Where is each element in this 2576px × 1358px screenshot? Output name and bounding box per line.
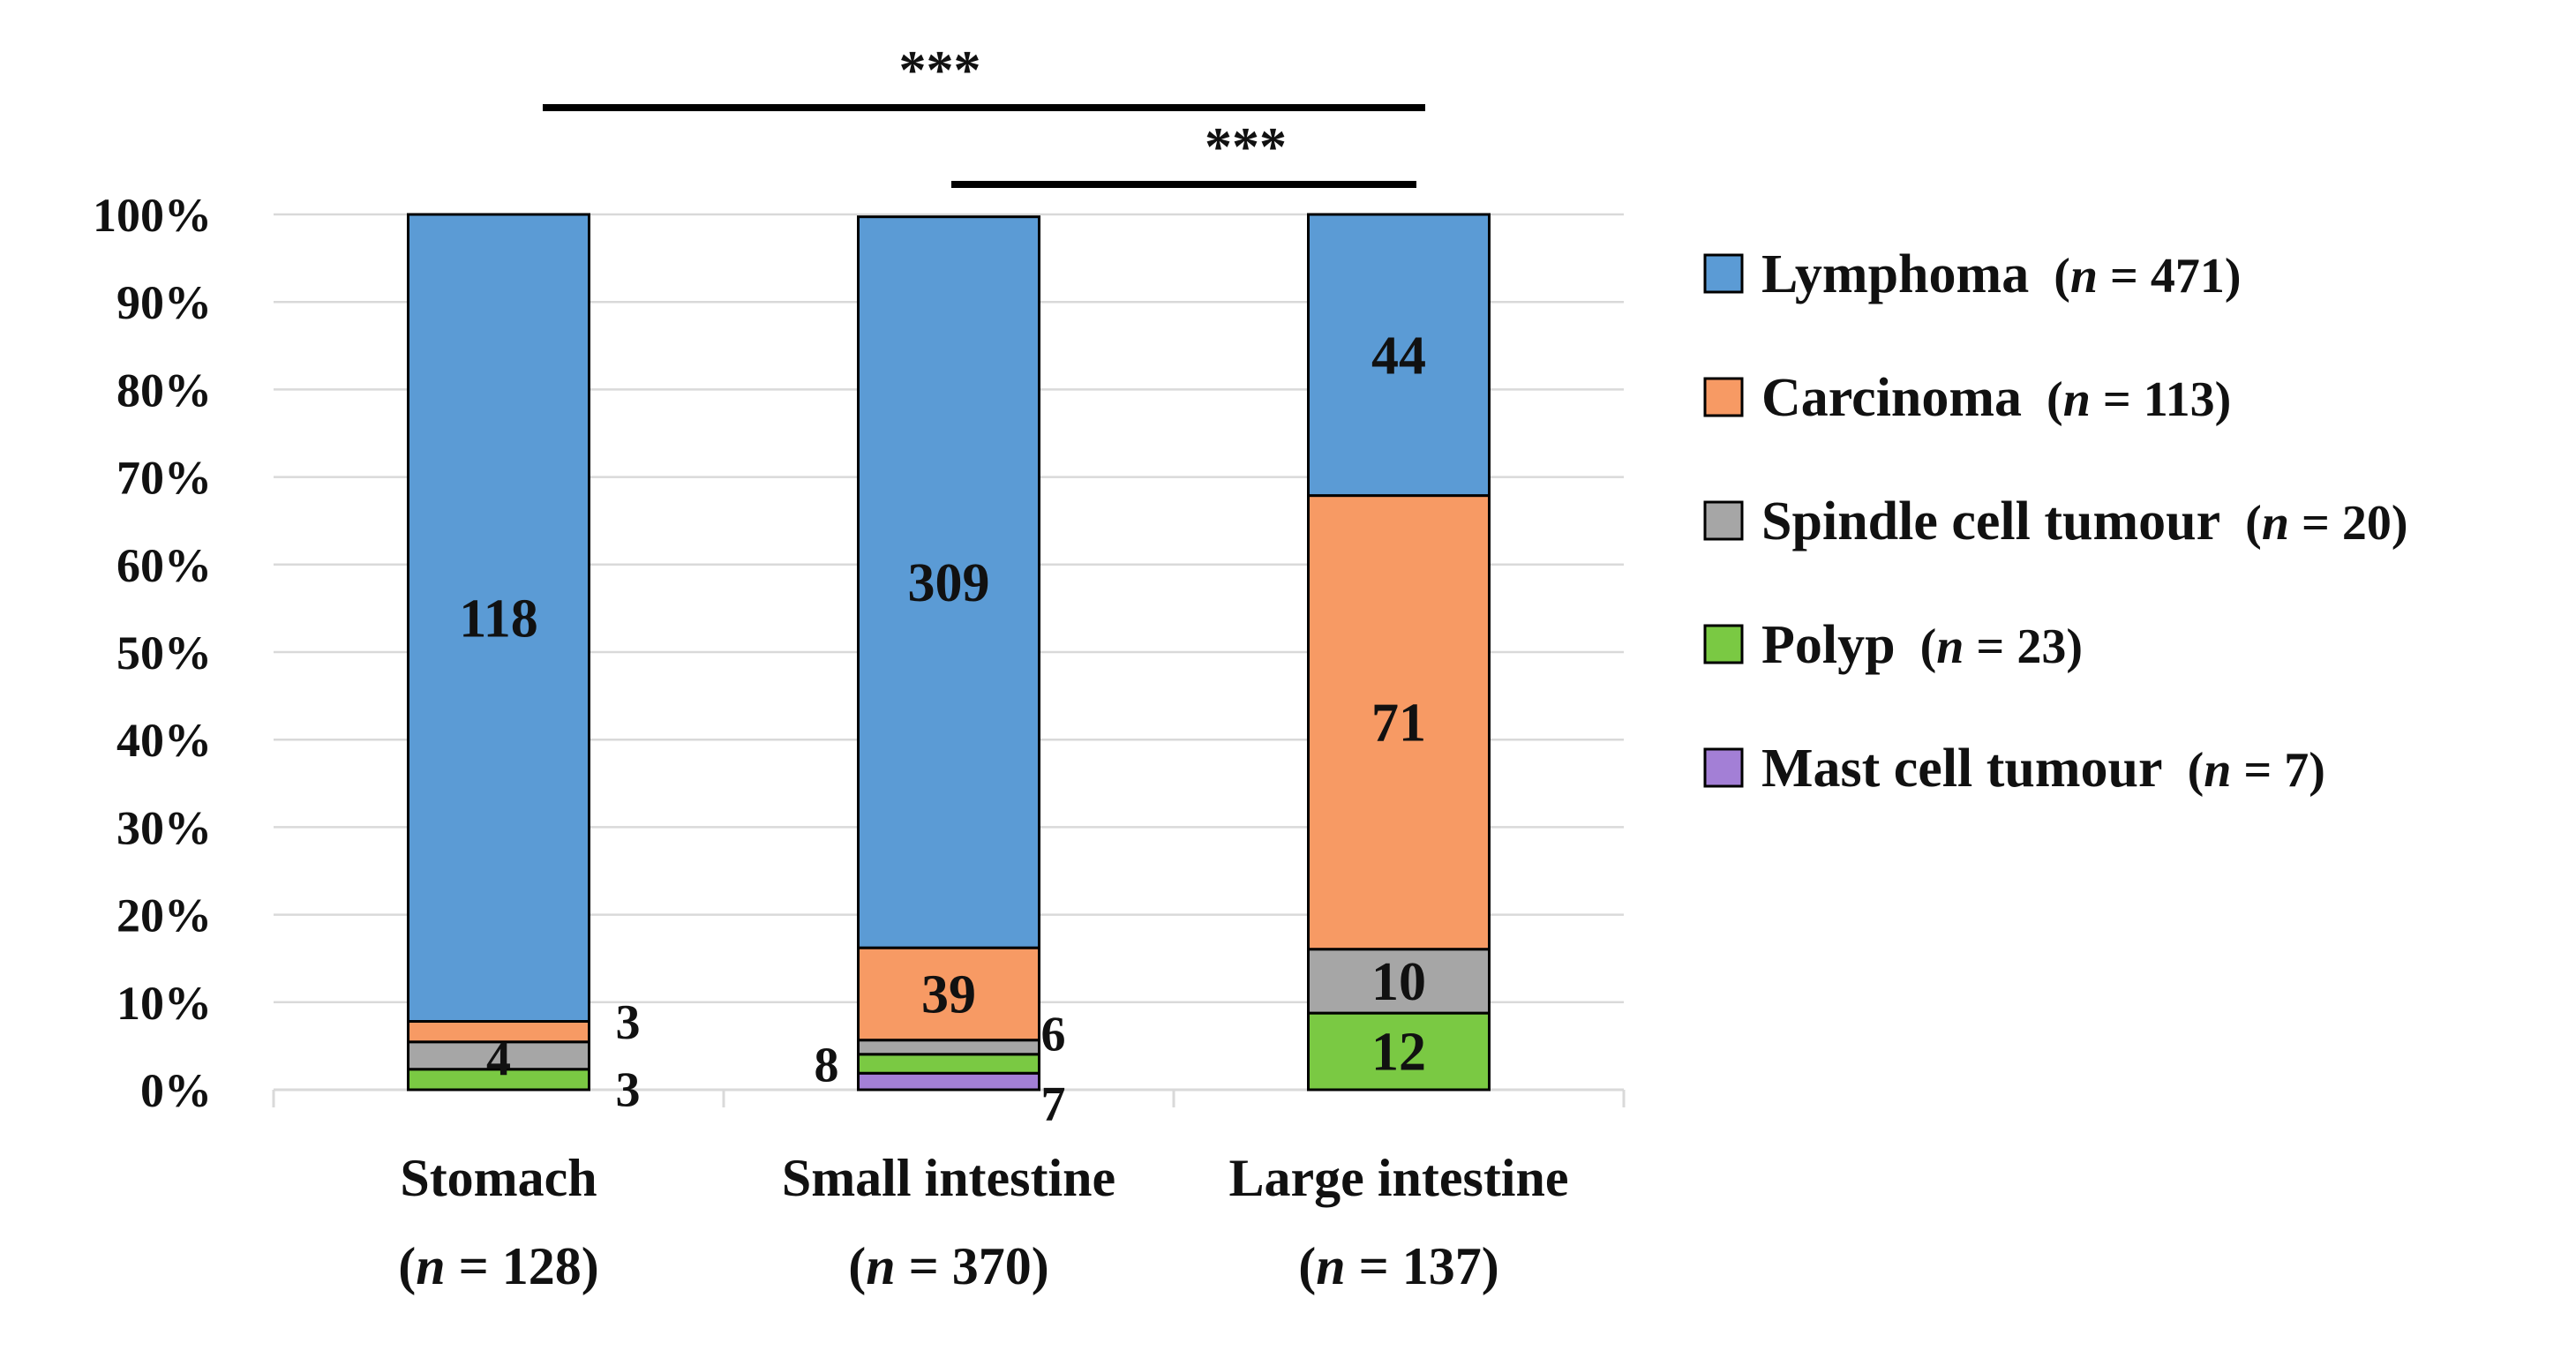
data-label-stomach-polyp: 3 <box>616 1062 641 1117</box>
bar-small-intestine-spindle-cell-tumour <box>857 1039 1040 1056</box>
x-tick-label-large-intestine: Large intestine <box>1229 1149 1569 1207</box>
y-axis-ticks: 0% 10% 20% 30% 40% 50% 60% 70% 80% 90% 100% <box>93 189 212 1117</box>
y-tick-label: 90% <box>116 276 212 329</box>
bar-large-intestine-spindle-cell-tumour <box>1307 948 1491 1015</box>
y-tick-label: 100% <box>93 189 212 242</box>
y-tick-label: 60% <box>116 539 212 592</box>
data-labels: 118 3 4 3 309 39 6 8 7 44 71 10 12 <box>459 326 1426 1131</box>
bars <box>407 213 1491 1092</box>
bar-small-intestine-lymphoma <box>857 215 1040 949</box>
x-tick-sublabel-small-intestine: (n = 370) <box>848 1237 1049 1295</box>
bar-large-intestine-polyp <box>1307 1011 1491 1092</box>
bar-large-intestine-lymphoma <box>1307 213 1491 498</box>
x-tick-sublabel-large-intestine: (n = 137) <box>1298 1237 1499 1295</box>
y-tick-label: 40% <box>116 714 212 767</box>
data-label-small-intestine-spindle-cell-tumour: 6 <box>1041 1008 1066 1062</box>
bar-small-intestine-polyp <box>857 1053 1040 1075</box>
legend-label-spindle-cell-tumour: Spindle cell tumour (n = 20) <box>1761 491 2408 551</box>
data-label-stomach-carcinoma: 3 <box>616 995 641 1050</box>
legend-swatch-polyp <box>1703 624 1744 664</box>
legend-swatch-spindle-cell-tumour <box>1703 500 1744 541</box>
y-tick-label: 10% <box>116 977 212 1030</box>
legend-item-spindle-cell-tumour: Spindle cell tumour (n = 20) <box>1703 491 2408 551</box>
data-label-large-intestine-spindle-cell-tumour: 10 <box>1371 952 1426 1012</box>
x-axis: Stomach (n = 128) Small intestine (n = 370)… <box>272 1088 1626 1295</box>
legend-item-mast-cell-tumour: Mast cell tumour (n = 7) <box>1703 739 2325 799</box>
legend-item-polyp: Polyp (n = 23) <box>1703 615 2083 675</box>
legend-swatch-mast-cell-tumour <box>1703 747 1744 788</box>
bar-large-intestine-carcinoma <box>1307 494 1491 951</box>
data-label-small-intestine-carcinoma: 39 <box>921 964 976 1024</box>
legend: Lymphoma (n = 471) Carcinoma (n = 113) Spind… <box>1703 244 2408 799</box>
significance-brackets: *** *** <box>543 41 1425 188</box>
data-label-stomach-spindle-cell-tumour: 4 <box>486 1032 511 1086</box>
data-label-large-intestine-carcinoma: 71 <box>1371 694 1426 754</box>
data-label-small-intestine-mast-cell-tumour: 7 <box>1041 1077 1066 1132</box>
data-label-large-intestine-polyp: 12 <box>1371 1023 1426 1083</box>
legend-label-mast-cell-tumour: Mast cell tumour (n = 7) <box>1761 739 2325 799</box>
significance-label-2: *** <box>1205 117 1287 177</box>
legend-label-lymphoma: Lymphoma (n = 471) <box>1761 244 2242 304</box>
legend-label-carcinoma: Carcinoma (n = 113) <box>1761 368 2231 428</box>
legend-item-carcinoma: Carcinoma (n = 113) <box>1703 368 2231 428</box>
y-tick-label: 20% <box>116 889 212 942</box>
legend-item-lymphoma: Lymphoma (n = 471) <box>1703 244 2242 304</box>
y-tick-label: 80% <box>116 364 212 416</box>
y-tick-label: 30% <box>116 801 212 854</box>
data-label-stomach-lymphoma: 118 <box>459 589 538 649</box>
legend-label-polyp: Polyp (n = 23) <box>1761 615 2083 675</box>
x-tick-label-stomach: Stomach <box>400 1149 597 1207</box>
y-tick-label: 70% <box>116 452 212 505</box>
x-tick-sublabel-stomach: (n = 128) <box>398 1237 599 1295</box>
y-tick-label: 50% <box>116 626 212 679</box>
data-label-small-intestine-polyp: 8 <box>815 1039 839 1093</box>
y-tick-label: 0% <box>140 1064 212 1117</box>
x-tick-label-small-intestine: Small intestine <box>782 1149 1115 1207</box>
bar-stomach-lymphoma <box>407 213 590 1023</box>
data-label-small-intestine-lymphoma: 309 <box>908 553 990 613</box>
data-label-large-intestine-lymphoma: 44 <box>1371 326 1426 386</box>
bar-small-intestine-mast-cell-tumour <box>857 1071 1040 1092</box>
significance-label-1: *** <box>899 41 981 101</box>
legend-swatch-carcinoma <box>1703 377 1744 417</box>
legend-swatch-lymphoma <box>1703 253 1744 294</box>
